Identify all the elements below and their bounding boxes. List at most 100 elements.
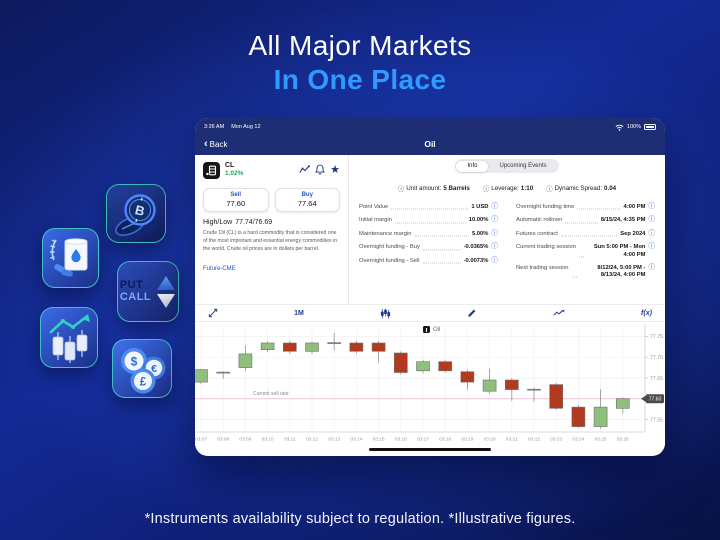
svg-text:€: € <box>151 363 157 375</box>
svg-text:77.55: 77.55 <box>650 417 663 423</box>
svg-text:03:07: 03:07 <box>195 437 207 443</box>
info-icon[interactable]: ⓘ <box>397 186 405 193</box>
svg-text:03:12: 03:12 <box>306 437 318 443</box>
chart-area: 77.75 77.70 77.65 77.60 77.55 Current sell ra… <box>195 322 665 455</box>
svg-text:03:09: 03:09 <box>239 437 251 443</box>
svg-text:03:08: 03:08 <box>217 437 229 443</box>
oil-legend-icon <box>423 326 430 333</box>
tab-info[interactable]: Info <box>456 160 489 172</box>
detail-label: Overnight funding - Sell <box>359 257 420 264</box>
home-indicator[interactable] <box>369 447 491 451</box>
timeframe-button[interactable]: 1M <box>294 309 304 317</box>
functions-button[interactable]: f(x) <box>641 309 652 317</box>
info-icon[interactable]: ⓘ <box>491 243 498 251</box>
buy-button[interactable]: Buy 77.64 <box>274 188 340 212</box>
buy-price: 77.64 <box>297 199 317 209</box>
detail-row: Overnight funding - Buy -0.0365% ⓘ <box>359 244 498 251</box>
info-icon[interactable]: ⓘ <box>491 229 498 237</box>
dotted-leader <box>565 222 598 224</box>
oil-barrel-icon <box>50 238 88 277</box>
info-icon[interactable]: ⓘ <box>491 216 498 224</box>
svg-text:$: $ <box>131 354 138 368</box>
details-right-column: Overnight funding time 4:00 PM ⓘ Automatic … <box>516 203 655 286</box>
detail-value: 10.00% <box>468 217 489 224</box>
chart-toolbar: 1M <box>195 304 665 322</box>
svg-text:B: B <box>134 202 147 219</box>
detail-row: Current trading session Sun 5:00 PM - Mon… <box>516 244 655 258</box>
info-icon[interactable]: ⓘ <box>546 186 553 193</box>
chart-canvas[interactable]: 77.75 77.70 77.65 77.60 77.55 Current sell ra… <box>195 322 665 451</box>
oil-instrument-icon <box>203 162 220 179</box>
detail-label: Initial margin <box>359 217 392 224</box>
crypto-tile: B <box>106 184 166 243</box>
summary-item: ⓘ Dynamic Spread: 0.04 <box>546 184 616 193</box>
hero: All Major Markets In One Place <box>0 30 720 96</box>
detail-row: Overnight funding time 4:00 PM ⓘ <box>516 203 655 211</box>
svg-text:03:19: 03:19 <box>461 437 473 443</box>
summary-item: ⓘ Unit amount: 5 Barrels <box>398 184 470 193</box>
summary-row: ⓘ Unit amount: 5 Barrels ⓘ Leverage: 1:10 ⓘ Dyn… <box>357 184 657 193</box>
call-label: CALL <box>119 290 152 303</box>
svg-text:03:20: 03:20 <box>484 437 496 443</box>
expand-icon[interactable] <box>208 308 218 318</box>
draw-pencil-icon[interactable] <box>467 308 477 318</box>
currency-coins-icon: $ € £ <box>121 347 166 393</box>
nav-title: Oil <box>424 139 436 149</box>
details-left-column: Point Value 1 USD ⓘ Initial margin 10.00% ⓘ Ma… <box>359 203 498 286</box>
svg-text:03:26: 03:26 <box>617 437 629 443</box>
battery-percent: 100% <box>626 124 641 130</box>
detail-label: Current trading session <box>516 244 576 251</box>
detail-label: Maintenance margin <box>359 230 412 237</box>
svg-text:03:14: 03:14 <box>350 437 362 443</box>
svg-text:03:11: 03:11 <box>284 437 296 443</box>
info-icon[interactable]: ⓘ <box>648 263 655 271</box>
info-icon[interactable]: ⓘ <box>491 203 498 210</box>
detail-row: Futures contract Sep 2024 ⓘ <box>516 229 655 238</box>
tab-upcoming-events[interactable]: Upcoming Events <box>499 163 547 169</box>
info-icon[interactable]: ⓘ <box>482 186 490 193</box>
price-alert-trend-icon[interactable] <box>299 165 311 174</box>
chart-type-icon[interactable] <box>380 307 391 319</box>
summary-value: 5 Barrels <box>443 185 470 192</box>
svg-text:77.60: 77.60 <box>649 397 662 403</box>
dotted-leader <box>422 262 461 264</box>
detail-row: Automatic rollover 8/15/24, 4:35 PM ⓘ <box>516 217 655 224</box>
oil-commodity-tile <box>42 228 99 288</box>
summary-label: Unit amount: <box>406 185 442 192</box>
info-icon[interactable]: ⓘ <box>491 256 498 264</box>
svg-text:77.75: 77.75 <box>650 334 663 340</box>
bell-icon[interactable] <box>315 164 326 175</box>
detail-row: Maintenance margin 5.00% ⓘ <box>359 229 498 238</box>
currencies-tile: $ € £ <box>112 339 172 398</box>
battery-icon <box>644 124 656 130</box>
info-icon[interactable]: ⓘ <box>648 203 655 210</box>
future-cme-link[interactable]: Future-CME <box>203 266 236 273</box>
detail-value: 4:00 PM <box>623 204 646 210</box>
detail-value: 8/12/24, 5:00 PM - 8/13/24, 4:00 PM <box>597 264 646 279</box>
bitcoin-coins-icon: B <box>115 193 156 236</box>
up-down-arrows-icon <box>157 275 176 308</box>
detail-label: Overnight funding - Buy <box>359 244 420 251</box>
svg-text:03:21: 03:21 <box>506 437 518 443</box>
candlestick-chart[interactable]: 77.75 77.70 77.65 77.60 77.55 Current sell ra… <box>195 322 665 446</box>
info-icon[interactable]: ⓘ <box>648 229 655 237</box>
sell-button[interactable]: Sell 77.60 <box>203 188 269 212</box>
detail-value: Sep 2024 <box>620 230 646 237</box>
instrument-symbol: CL <box>225 162 235 169</box>
info-icon[interactable]: ⓘ <box>648 243 655 251</box>
info-icon[interactable]: ⓘ <box>648 216 655 224</box>
dotted-leader <box>422 249 461 250</box>
summary-label: Dynamic Spread: <box>554 185 603 192</box>
instrument-change: 1.02% <box>225 170 244 178</box>
sell-price: 77.60 <box>226 199 246 209</box>
tablet-screenshot: 3:26 AM Mon Aug 12 100% Oil ‹ <box>195 118 665 456</box>
indicators-icon[interactable] <box>553 308 565 318</box>
detail-value: 8/15/24, 4:35 PM <box>600 217 646 224</box>
detail-row: Next trading session 8/12/24, 5:00 PM - 8… <box>516 263 655 279</box>
favorite-star-icon[interactable]: ★ <box>330 163 340 176</box>
back-button[interactable]: ‹ Back <box>204 138 228 150</box>
stocks-chart-tile <box>40 307 98 368</box>
detail-label: Automatic rollover <box>516 217 563 224</box>
summary-value: 0.04 <box>604 185 617 192</box>
